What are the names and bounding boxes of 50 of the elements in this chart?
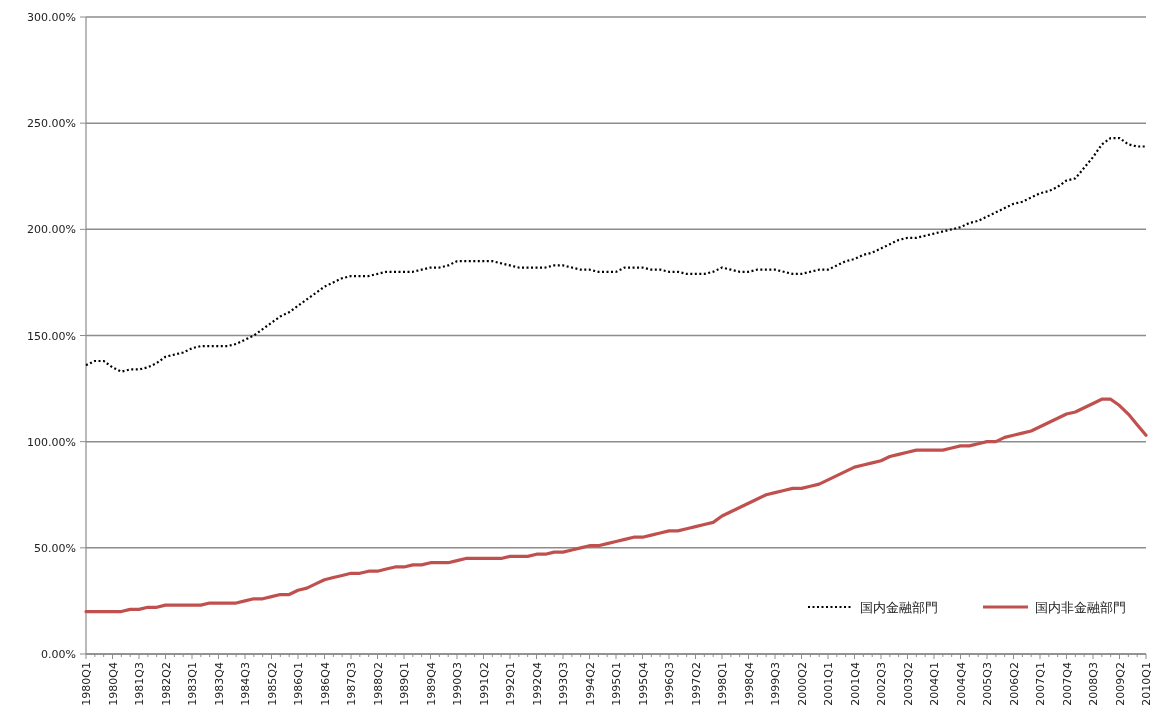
x-tick-label: 1987Q3: [345, 662, 358, 706]
x-tick-label: 2005Q3: [981, 662, 994, 706]
x-tick-label: 1992Q1: [504, 662, 517, 706]
x-tick-label: 1985Q2: [265, 662, 279, 706]
x-tick-label: 1986Q4: [318, 662, 332, 706]
x-tick-label: 1995Q4: [636, 662, 650, 706]
x-tick-label: 2000Q2: [795, 662, 809, 706]
x-tick-label: 1998Q1: [716, 662, 729, 706]
x-tick-label: 1995Q1: [610, 662, 623, 706]
x-tick-label: 2008Q3: [1087, 662, 1100, 706]
x-tick-label: 1992Q4: [530, 662, 544, 706]
x-tick-label: 1998Q4: [742, 662, 756, 706]
x-tick-label: 1984Q3: [239, 662, 252, 706]
x-tick-label: 2001Q1: [822, 662, 835, 706]
x-tick-label: 1983Q1: [186, 662, 199, 706]
y-tick-label: 0.00%: [41, 648, 76, 661]
x-tick-label: 1997Q2: [689, 662, 703, 706]
x-tick-label: 1983Q4: [212, 662, 226, 706]
x-tick-label: 2006Q2: [1007, 662, 1021, 706]
y-tick-label: 200.00%: [27, 223, 76, 237]
x-tick-label: 1989Q4: [424, 662, 438, 706]
x-tick-label: 1996Q3: [663, 662, 676, 706]
x-tick-label: 2003Q2: [901, 662, 915, 706]
x-tick-label: 2002Q3: [875, 662, 888, 706]
x-tick-label: 1980Q1: [80, 662, 93, 706]
legend-label: 国内金融部門: [860, 600, 938, 615]
x-tick-label: 2010Q1: [1140, 662, 1153, 706]
x-tick-label: 1989Q1: [398, 662, 411, 706]
x-tick-label: 1981Q3: [133, 662, 146, 706]
x-tick-label: 2007Q1: [1034, 662, 1047, 706]
x-tick-label: 1986Q1: [292, 662, 305, 706]
x-tick-label: 1993Q3: [557, 662, 570, 706]
x-tick-label: 1999Q3: [769, 662, 782, 706]
x-tick-label: 2001Q4: [848, 662, 862, 706]
y-tick-label: 150.00%: [27, 329, 76, 343]
y-tick-label: 50.00%: [34, 541, 76, 555]
y-tick-label: 300.00%: [27, 11, 76, 24]
x-tick-label: 1988Q2: [371, 662, 385, 706]
x-tick-label: 2004Q1: [928, 662, 941, 706]
x-tick-label: 2009Q2: [1113, 662, 1127, 706]
x-tick-label: 1980Q4: [106, 662, 120, 706]
x-tick-label: 1982Q2: [159, 662, 173, 706]
x-tick-label: 1991Q2: [477, 662, 491, 706]
x-tick-label: 2007Q4: [1060, 662, 1074, 706]
legend-label: 国内非金融部門: [1035, 600, 1126, 615]
x-tick-label: 1990Q3: [451, 662, 464, 706]
x-tick-label: 2004Q4: [954, 662, 968, 706]
y-tick-label: 250.00%: [27, 117, 76, 131]
x-tick-label: 1994Q2: [583, 662, 597, 706]
y-tick-label: 100.00%: [27, 435, 76, 449]
